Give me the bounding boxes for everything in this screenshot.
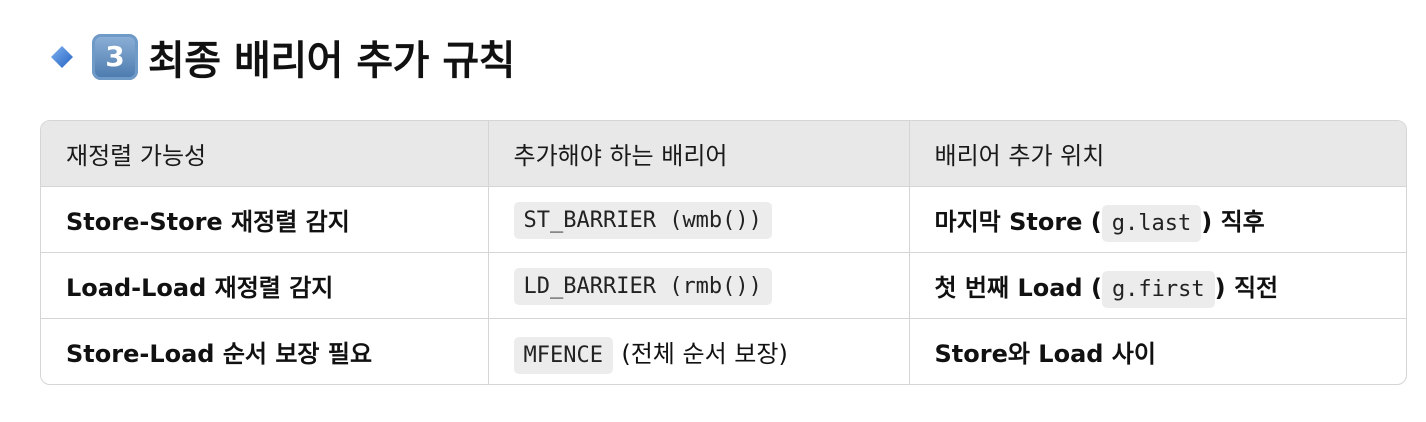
cell-location: Store와 Load 사이 xyxy=(909,318,1406,384)
keycap-three-icon: 3 xyxy=(92,34,138,80)
table-row: Load-Load 재정렬 감지 LD_BARRIER (rmb()) 첫 번째… xyxy=(41,252,1406,319)
table-header-row: 재정렬 가능성 추가해야 하는 배리어 배리어 추가 위치 xyxy=(41,121,1406,187)
location-text-after: ) 직후 xyxy=(1201,207,1265,236)
section-heading: 3 최종 배리어 추가 규칙 xyxy=(44,26,515,88)
header-barrier-location: 배리어 추가 위치 xyxy=(909,121,1406,187)
barrier-code: MFENCE xyxy=(513,336,613,374)
location-text-after: ) 직전 xyxy=(1214,273,1279,302)
cell-location: 첫 번째 Load (g.first) 직전 xyxy=(909,252,1406,319)
page-title: 최종 배리어 추가 규칙 xyxy=(148,38,515,84)
header-reorder-possibility: 재정렬 가능성 xyxy=(41,121,489,187)
cell-condition: Store-Store 재정렬 감지 xyxy=(41,186,489,253)
cell-location: 마지막 Store (g.last) 직후 xyxy=(909,186,1406,253)
barrier-note: (전체 순서 보장) xyxy=(621,339,788,368)
barrier-rules-table: 재정렬 가능성 추가해야 하는 배리어 배리어 추가 위치 Store-Stor… xyxy=(40,120,1407,385)
table-row: Store-Load 순서 보장 필요 MFENCE (전체 순서 보장) St… xyxy=(41,318,1406,384)
location-code: g.last xyxy=(1101,204,1202,242)
cell-condition: Store-Load 순서 보장 필요 xyxy=(41,318,489,384)
location-text-before: 첫 번째 Load ( xyxy=(934,273,1102,302)
barrier-code: ST_BARRIER (wmb()) xyxy=(513,202,772,239)
keycap-number: 3 xyxy=(105,40,125,73)
cell-condition: Load-Load 재정렬 감지 xyxy=(41,252,489,319)
location-text-before: Store와 Load 사이 xyxy=(934,339,1156,368)
cell-barrier: ST_BARRIER (wmb()) xyxy=(488,186,910,253)
header-required-barrier: 추가해야 하는 배리어 xyxy=(488,121,910,187)
barrier-code: LD_BARRIER (rmb()) xyxy=(513,268,772,305)
location-code: g.first xyxy=(1101,270,1215,308)
blue-diamond-icon xyxy=(51,46,73,68)
location-text-before: 마지막 Store ( xyxy=(934,207,1102,236)
table-row: Store-Store 재정렬 감지 ST_BARRIER (wmb()) 마지… xyxy=(41,186,1406,253)
cell-barrier: MFENCE (전체 순서 보장) xyxy=(488,318,910,384)
cell-barrier: LD_BARRIER (rmb()) xyxy=(488,252,910,319)
